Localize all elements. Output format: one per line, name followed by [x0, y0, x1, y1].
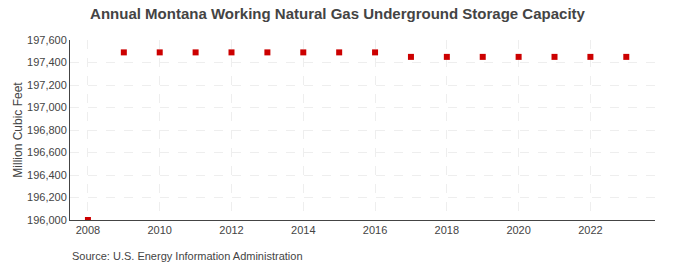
svg-text:2010: 2010: [147, 224, 171, 236]
svg-text:196,400: 196,400: [27, 169, 67, 181]
svg-text:Source: U.S. Energy Informatio: Source: U.S. Energy Information Administ…: [72, 250, 303, 262]
svg-text:2012: 2012: [219, 224, 243, 236]
svg-text:Million Cubic Feet: Million Cubic Feet: [11, 82, 25, 178]
svg-text:197,200: 197,200: [27, 79, 67, 91]
svg-text:2022: 2022: [578, 224, 602, 236]
svg-text:2014: 2014: [291, 224, 315, 236]
svg-text:197,400: 197,400: [27, 56, 67, 68]
svg-text:196,800: 196,800: [27, 124, 67, 136]
svg-text:2008: 2008: [76, 224, 100, 236]
svg-text:2018: 2018: [435, 224, 459, 236]
svg-text:2020: 2020: [506, 224, 530, 236]
svg-text:Annual Montana Working Natural: Annual Montana Working Natural Gas Under…: [90, 5, 585, 22]
svg-text:197,600: 197,600: [27, 34, 67, 46]
svg-text:196,600: 196,600: [27, 146, 67, 158]
svg-text:197,000: 197,000: [27, 101, 67, 113]
svg-text:196,000: 196,000: [27, 214, 67, 226]
svg-text:196,200: 196,200: [27, 191, 67, 203]
svg-text:2016: 2016: [363, 224, 387, 236]
